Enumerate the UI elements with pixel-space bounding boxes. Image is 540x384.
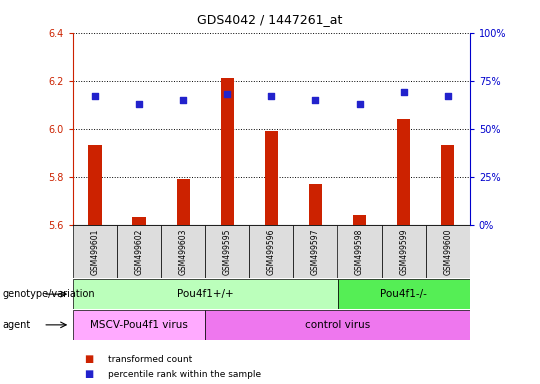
Text: GSM499601: GSM499601	[91, 228, 99, 275]
Text: percentile rank within the sample: percentile rank within the sample	[108, 370, 261, 379]
Bar	[265, 131, 278, 225]
Text: control virus: control virus	[305, 320, 370, 330]
Point	[223, 91, 232, 97]
Text: GSM499595: GSM499595	[223, 228, 232, 275]
Bar	[309, 184, 322, 225]
Bar	[221, 78, 234, 225]
Bar	[249, 225, 293, 278]
Text: transformed count: transformed count	[108, 354, 192, 364]
Text: GSM499602: GSM499602	[134, 228, 144, 275]
Point	[355, 101, 364, 107]
Text: GDS4042 / 1447261_at: GDS4042 / 1447261_at	[197, 13, 343, 26]
Text: ■: ■	[84, 354, 93, 364]
Bar	[441, 146, 454, 225]
Text: GSM499603: GSM499603	[179, 228, 188, 275]
Bar	[73, 225, 117, 278]
Text: GSM499599: GSM499599	[399, 228, 408, 275]
Text: GSM499598: GSM499598	[355, 228, 364, 275]
Bar	[73, 310, 205, 340]
Bar	[426, 225, 470, 278]
Bar	[338, 225, 382, 278]
Bar	[161, 225, 205, 278]
Bar	[338, 279, 470, 309]
Point	[91, 93, 99, 99]
Text: agent: agent	[3, 320, 31, 330]
Point	[135, 101, 144, 107]
Text: GSM499596: GSM499596	[267, 228, 276, 275]
Bar	[117, 225, 161, 278]
Bar	[382, 225, 426, 278]
Bar	[205, 310, 470, 340]
Point	[443, 93, 452, 99]
Bar	[397, 119, 410, 225]
Bar	[205, 225, 249, 278]
Point	[267, 93, 275, 99]
Point	[399, 89, 408, 95]
Bar	[353, 215, 366, 225]
Text: Pou4f1+/+: Pou4f1+/+	[177, 289, 233, 299]
Text: GSM499597: GSM499597	[311, 228, 320, 275]
Point	[179, 97, 187, 103]
Bar	[132, 217, 146, 225]
Bar	[293, 225, 338, 278]
Text: ■: ■	[84, 369, 93, 379]
Text: genotype/variation: genotype/variation	[3, 289, 96, 299]
Bar	[89, 146, 102, 225]
Text: Pou4f1-/-: Pou4f1-/-	[380, 289, 427, 299]
Text: MSCV-Pou4f1 virus: MSCV-Pou4f1 virus	[90, 320, 188, 330]
Bar	[177, 179, 190, 225]
Bar	[73, 279, 338, 309]
Point	[311, 97, 320, 103]
Text: GSM499600: GSM499600	[443, 228, 452, 275]
